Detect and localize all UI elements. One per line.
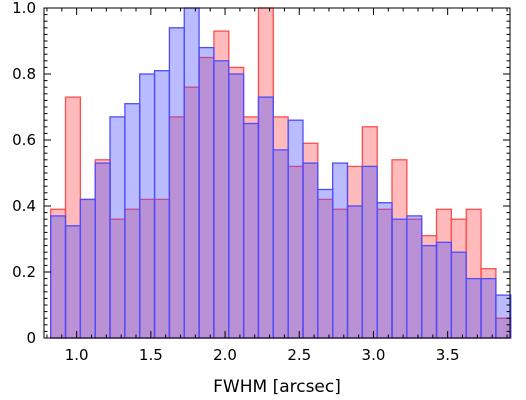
series-2-bar xyxy=(183,7,200,339)
series-2-bar xyxy=(287,119,304,339)
x-tick-label: 3.0 xyxy=(362,346,386,364)
series-2-bar xyxy=(391,218,408,339)
y-tick-label: 0.8 xyxy=(12,65,36,83)
series-2-bar xyxy=(406,215,423,339)
series-2-bar xyxy=(198,46,215,339)
series-2-bar xyxy=(272,149,289,339)
x-tick-label: 2.0 xyxy=(213,346,237,364)
series-2-bar xyxy=(139,73,156,339)
series-2-bar xyxy=(50,215,67,339)
series-2-bar xyxy=(228,73,245,339)
bars-layer xyxy=(50,7,512,339)
series-2-bar xyxy=(168,27,185,339)
series-2-bar xyxy=(109,116,126,339)
series-2-bar xyxy=(346,205,363,339)
series-2-bar xyxy=(435,241,453,339)
series-2-bar xyxy=(332,162,349,339)
ticks-layer: 1.0 1.5 2.0 2.5 3.0 3.5 0 0.2 0.4 0.6 0.8 1.0 xyxy=(12,0,510,364)
series-2-bar xyxy=(124,103,141,339)
series-2-bar xyxy=(153,70,171,339)
y-tick-label: 0.6 xyxy=(12,131,36,149)
y-tick-label: 0.4 xyxy=(12,197,36,215)
series-2-bar xyxy=(79,198,96,339)
x-tick-label: 1.0 xyxy=(65,346,89,364)
x-axis-label: FWHM [arcsec] xyxy=(213,377,341,397)
series-2-bar xyxy=(242,122,260,339)
series-2-bar xyxy=(94,162,111,339)
y-tick-label: 0.2 xyxy=(12,263,36,281)
series-2-bar xyxy=(465,277,482,339)
series-2-bar xyxy=(361,165,378,339)
series-2-bar xyxy=(302,162,319,339)
y-tick-label: 0 xyxy=(26,329,36,347)
series-2-bar xyxy=(450,251,467,339)
series-2-bar xyxy=(376,202,393,339)
series-2-bar xyxy=(317,188,334,339)
x-tick-label: 1.5 xyxy=(139,346,163,364)
series-2-bar xyxy=(213,60,230,339)
x-tick-label: 3.5 xyxy=(436,346,460,364)
series-2-bar xyxy=(64,225,82,339)
y-tick-label: 1.0 xyxy=(12,0,36,17)
series-2-bar xyxy=(257,96,274,339)
series-2-bar xyxy=(421,244,438,339)
series-2-bar xyxy=(480,277,497,339)
x-tick-label: 2.5 xyxy=(287,346,311,364)
